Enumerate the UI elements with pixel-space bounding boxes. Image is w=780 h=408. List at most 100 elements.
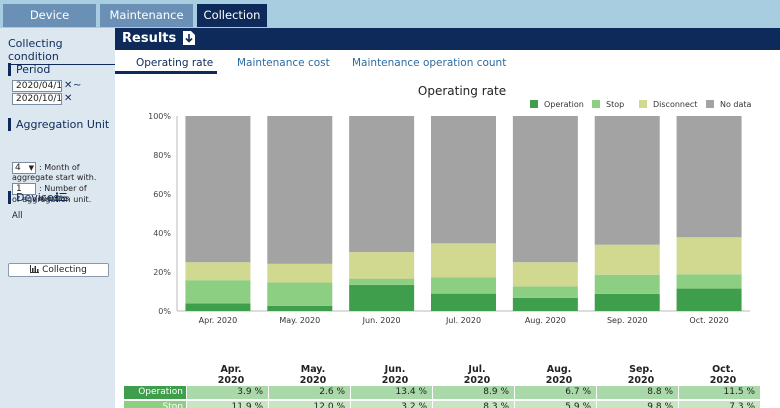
- results-title: Results: [122, 31, 177, 46]
- table-cell: 7.3 %: [679, 401, 760, 408]
- close-icon[interactable]: ✕: [64, 93, 73, 104]
- bar-segment: [431, 243, 496, 278]
- bar-segment: [267, 263, 333, 283]
- x-tick-label: Apr. 2020: [199, 316, 238, 325]
- table-header-year: 2020: [627, 375, 655, 386]
- tab-collection[interactable]: Collection: [197, 4, 267, 27]
- sidebar: Collecting condition Period ✕ ~ ✕ Aggreg…: [0, 28, 115, 408]
- tab-maintenance-plans[interactable]: Maintenance plans: [100, 4, 193, 45]
- table-header-year: 2020: [217, 375, 245, 386]
- results-table: Apr. 2020 May. 2020 Jun. 2020 Jul. 2020 Aug. 2020…: [115, 364, 780, 408]
- y-tick-label: 0%: [158, 307, 171, 316]
- chart-title: Operating rate: [418, 84, 506, 98]
- table-header-year: 2020: [545, 375, 573, 386]
- x-tick-label: Jun. 2020: [362, 316, 401, 325]
- x-tick-label: Jul. 2020: [445, 316, 481, 325]
- bar-segment: [349, 252, 415, 279]
- table-header-year: 2020: [299, 375, 327, 386]
- table-column-header: Jun. 2020: [360, 364, 430, 386]
- table-cell: 3.9 %: [187, 386, 268, 399]
- month-text-2: aggregate start with.: [12, 173, 97, 182]
- table-cell: 11.9 %: [187, 401, 268, 408]
- months-text-2: of aggregation unit.: [12, 195, 92, 204]
- y-tick-label: 80%: [153, 151, 171, 160]
- month-select-value: 4: [15, 163, 21, 173]
- bar-segment: [185, 280, 251, 304]
- bar-segment: [676, 116, 742, 238]
- bar-segment: [349, 278, 415, 285]
- collecting-label: Collecting: [42, 265, 87, 275]
- legend-label: Stop: [606, 100, 624, 109]
- bar-segment: [431, 277, 496, 294]
- period-to-input[interactable]: [12, 93, 62, 105]
- table-cell: 12.0 %: [269, 401, 350, 408]
- bar-segment: [267, 305, 333, 311]
- table-cell: 13.4 %: [351, 386, 432, 399]
- table-header-month: Apr.: [220, 364, 242, 375]
- bar-segment: [512, 297, 578, 311]
- table-column-header: Aug. 2020: [524, 364, 594, 386]
- table-cell: 8.8 %: [597, 386, 678, 399]
- bar-chart-icon: [30, 265, 40, 273]
- bar-segment: [676, 274, 742, 289]
- subtab-operating-rate[interactable]: Operating rate: [136, 57, 214, 69]
- table-header-month: Sep.: [629, 364, 653, 375]
- devices-label: Devices: [8, 191, 59, 204]
- operating-rate-chart: Operating rate Operation Stop Disconnect No …: [148, 84, 751, 325]
- list-icon[interactable]: [56, 192, 67, 202]
- table-cell: 9.8 %: [597, 401, 678, 408]
- table-row-label: Stop: [124, 401, 186, 408]
- y-tick-label: 100%: [148, 112, 171, 121]
- bar-segment: [185, 303, 251, 311]
- period-from-input[interactable]: [12, 80, 62, 92]
- months-text: : Number of months: [39, 184, 87, 203]
- table-header-month: Aug.: [546, 364, 572, 375]
- subtab-maintenance-operation-count[interactable]: Maintenance operation count: [352, 57, 507, 69]
- sidebar-title: Collecting condition: [8, 37, 115, 65]
- x-tick-label: Sep. 2020: [607, 316, 648, 325]
- x-tick-label: Oct. 2020: [689, 316, 728, 325]
- table-header-year: 2020: [381, 375, 409, 386]
- table-header-month: Jun.: [384, 364, 406, 375]
- table-cell: 11.5 %: [679, 386, 760, 399]
- collecting-button[interactable]: Collecting: [8, 263, 109, 277]
- table-column-header: Oct. 2020: [688, 364, 758, 386]
- table-column-header: Jul. 2020: [442, 364, 512, 386]
- subtab-maintenance-cost[interactable]: Maintenance cost: [237, 57, 330, 69]
- devices-value: All: [12, 211, 23, 221]
- x-tick-label: Aug. 2020: [525, 316, 566, 325]
- legend-swatch: [639, 100, 647, 108]
- bar-segment: [594, 293, 660, 311]
- chevron-down-icon: ▼: [28, 164, 34, 172]
- months-count-input[interactable]: [12, 183, 36, 195]
- bar-segment: [267, 282, 333, 306]
- month-select[interactable]: 4 ▼: [12, 162, 36, 174]
- table-row-label: Operation: [124, 386, 186, 399]
- close-icon[interactable]: ✕: [64, 80, 73, 91]
- month-text: : Month of: [39, 163, 80, 172]
- table-cell: 8.9 %: [433, 386, 514, 399]
- bar-segment: [512, 286, 578, 298]
- x-tick-label: May. 2020: [279, 316, 320, 325]
- legend-swatch: [706, 100, 714, 108]
- table-cell: 5.9 %: [515, 401, 596, 408]
- bar-segment: [594, 274, 660, 294]
- download-icon[interactable]: [183, 31, 195, 45]
- table-header-month: Jul.: [468, 364, 486, 375]
- legend-label: Operation: [544, 100, 584, 109]
- bar-segment: [185, 116, 251, 263]
- bar-segment: [185, 262, 251, 281]
- legend-swatch: [530, 100, 538, 108]
- table-column-header: Apr. 2020: [196, 364, 266, 386]
- period-label: Period: [8, 63, 50, 76]
- bar-segment: [349, 284, 415, 311]
- tab-device-information[interactable]: Device information: [3, 4, 96, 45]
- active-subtab-indicator: [115, 71, 217, 74]
- bar-segment: [676, 237, 742, 275]
- bar-segment: [431, 116, 496, 244]
- table-header-month: Oct.: [712, 364, 734, 375]
- legend-label: Disconnect: [653, 100, 697, 109]
- table-column-header: Sep. 2020: [606, 364, 676, 386]
- table-cell: 6.7 %: [515, 386, 596, 399]
- range-tilde: ~: [73, 80, 82, 91]
